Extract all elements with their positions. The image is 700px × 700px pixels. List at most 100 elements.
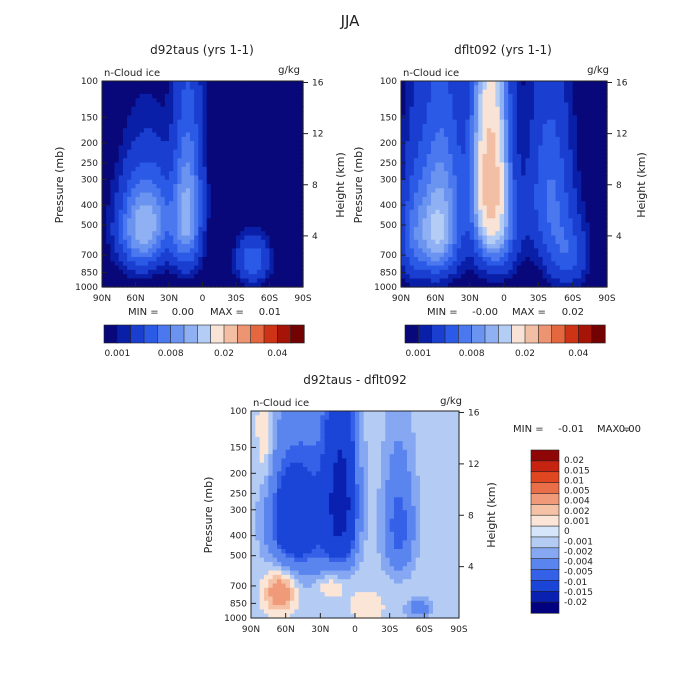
heatmap-cell bbox=[268, 458, 274, 464]
heatmap-cell bbox=[169, 214, 174, 219]
heatmap-cell bbox=[551, 175, 557, 181]
heatmap-cell bbox=[148, 128, 153, 134]
heatmap-cell bbox=[282, 265, 287, 271]
heatmap-cell bbox=[268, 583, 274, 589]
heatmap-cell bbox=[219, 214, 225, 219]
heatmap-cell bbox=[210, 265, 216, 271]
heatmap-cell bbox=[405, 149, 411, 155]
heatmap-cell bbox=[555, 282, 561, 288]
heatmap-cell bbox=[210, 149, 216, 155]
heatmap-cell bbox=[448, 214, 454, 219]
heatmap-cell bbox=[542, 102, 548, 108]
heatmap-cell bbox=[269, 256, 275, 262]
heatmap-cell bbox=[551, 162, 557, 168]
heatmap-cell bbox=[546, 222, 552, 228]
heatmap-cell bbox=[452, 282, 458, 288]
heatmap-cell bbox=[542, 171, 548, 177]
heatmap-cell bbox=[559, 239, 565, 245]
heatmap-cell bbox=[240, 205, 245, 211]
heatmap-cell bbox=[139, 239, 145, 245]
heatmap-cell bbox=[290, 248, 296, 254]
heatmap-cell bbox=[127, 248, 132, 254]
heatmap-cell bbox=[431, 235, 436, 241]
heatmap-cell bbox=[551, 106, 557, 112]
heatmap-cell bbox=[106, 115, 111, 121]
heatmap-cell bbox=[114, 175, 120, 181]
heatmap-cell bbox=[443, 115, 449, 121]
heatmap-cell bbox=[248, 226, 254, 232]
heatmap-cell bbox=[564, 171, 569, 177]
heatmap-cell bbox=[244, 166, 250, 172]
panel-right-units: g/kg bbox=[587, 65, 609, 76]
heatmap-cell bbox=[555, 162, 561, 168]
heatmap-cell bbox=[219, 115, 225, 121]
heatmap-cell bbox=[426, 149, 432, 155]
heatmap-cell bbox=[231, 98, 237, 104]
heatmap-cell bbox=[602, 201, 608, 207]
heatmap-cell bbox=[259, 609, 265, 615]
heatmap-cell bbox=[236, 205, 241, 211]
heatmap-cell bbox=[261, 218, 266, 224]
heatmap-cell bbox=[106, 98, 111, 104]
heatmap-cell bbox=[469, 261, 475, 267]
heatmap-cell bbox=[456, 119, 462, 125]
heatmap-cell bbox=[160, 149, 166, 155]
heatmap-cell bbox=[122, 269, 128, 275]
heatmap-cell bbox=[164, 93, 170, 99]
heatmap-cell bbox=[277, 188, 283, 194]
heatmap-cell bbox=[555, 102, 561, 108]
heatmap-cell bbox=[559, 196, 565, 202]
heatmap-cell bbox=[585, 158, 591, 164]
heatmap-cell bbox=[110, 252, 116, 258]
heatmap-cell bbox=[198, 196, 204, 202]
heatmap-cell bbox=[210, 205, 216, 211]
heatmap-cell bbox=[602, 231, 608, 237]
heatmap-cell bbox=[131, 98, 137, 104]
heatmap-cell bbox=[534, 141, 539, 146]
heatmap-cell bbox=[538, 93, 544, 99]
heatmap-cell bbox=[269, 205, 275, 211]
heatmap-cell bbox=[189, 93, 195, 99]
heatmap-cell bbox=[131, 226, 137, 232]
heatmap-cell bbox=[525, 214, 531, 219]
heatmap-cell bbox=[152, 188, 158, 194]
heatmap-cell bbox=[223, 205, 229, 211]
heatmap-cell bbox=[409, 188, 415, 194]
heatmap-cell bbox=[551, 179, 557, 185]
heatmap-cell bbox=[516, 111, 522, 116]
heatmap-cell bbox=[594, 123, 600, 129]
heatmap-cell bbox=[589, 136, 595, 142]
heatmap-cell bbox=[269, 128, 275, 134]
heatmap-cell bbox=[185, 93, 191, 99]
heatmap-cell bbox=[508, 269, 514, 275]
heatmap-cell bbox=[148, 93, 153, 99]
heatmap-cell bbox=[555, 222, 561, 228]
heatmap-cell bbox=[491, 222, 497, 228]
heatmap-cell bbox=[439, 81, 445, 86]
heatmap-cell bbox=[290, 106, 296, 112]
heatmap-cell bbox=[564, 214, 569, 219]
heatmap-cell bbox=[127, 98, 132, 104]
heatmap-cell bbox=[110, 162, 116, 168]
heatmap-cell bbox=[223, 132, 229, 138]
heatmap-cell bbox=[236, 184, 241, 189]
heatmap-cell bbox=[443, 162, 449, 168]
heatmap-cell bbox=[114, 244, 120, 249]
heatmap-cell bbox=[491, 209, 497, 215]
heatmap-cell bbox=[118, 222, 124, 228]
heatmap-cell bbox=[461, 141, 466, 146]
heatmap-cell bbox=[236, 239, 241, 245]
heatmap-cell bbox=[248, 214, 254, 219]
heatmap-cell bbox=[594, 252, 600, 258]
heatmap-cell bbox=[555, 244, 561, 249]
heatmap-cell bbox=[223, 269, 229, 275]
heatmap-cell bbox=[439, 162, 445, 168]
heatmap-cell bbox=[286, 162, 292, 168]
heatmap-cell bbox=[448, 98, 454, 104]
heatmap-cell bbox=[290, 179, 296, 185]
heatmap-cell bbox=[521, 93, 527, 99]
heatmap-cell bbox=[581, 209, 587, 215]
heatmap-cell bbox=[265, 81, 271, 86]
heatmap-cell bbox=[418, 226, 424, 232]
heatmap-cell bbox=[538, 184, 544, 189]
